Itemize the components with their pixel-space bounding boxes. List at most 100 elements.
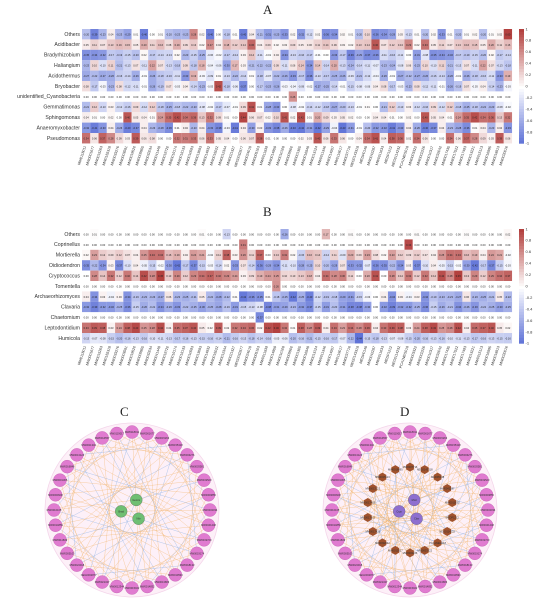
cell-value: -0.20 bbox=[340, 105, 346, 109]
heatmap-cell bbox=[82, 101, 91, 113]
heatmap-cell bbox=[156, 70, 165, 82]
heatmap-cell bbox=[313, 91, 322, 102]
network-edge bbox=[354, 494, 487, 566]
cell-value: 0.25 bbox=[439, 326, 445, 330]
node-label: MW0041448 bbox=[201, 523, 216, 527]
network-edge bbox=[453, 480, 483, 575]
heatmap-cell bbox=[363, 60, 372, 71]
heatmap-cell bbox=[90, 39, 99, 50]
cell-value: -0.23 bbox=[149, 126, 155, 130]
heatmap-cell bbox=[239, 239, 248, 250]
cell-value: 0.25 bbox=[274, 274, 280, 278]
heatmap-cell bbox=[371, 270, 380, 282]
heatmap-cell bbox=[404, 29, 413, 40]
cell-value: -0.03 bbox=[174, 84, 180, 88]
cell-value: 0.32 bbox=[208, 116, 214, 120]
heatmap-cell bbox=[131, 322, 140, 334]
cell-value: -0.28 bbox=[265, 105, 271, 109]
cell-value: -0.36 bbox=[125, 305, 131, 309]
colorbar-segment bbox=[519, 66, 524, 70]
heatmap-cell bbox=[189, 249, 198, 261]
node-label: MW0015022 bbox=[125, 586, 140, 590]
heatmap-cell bbox=[503, 133, 513, 144]
column-label: MW0015022 bbox=[209, 345, 219, 366]
cell-value: 0.00 bbox=[431, 232, 437, 236]
heatmap-cell bbox=[255, 301, 264, 313]
heatmap-cell bbox=[313, 249, 322, 261]
cell-value: -0.31 bbox=[414, 53, 420, 57]
cell-value: 0.12 bbox=[117, 274, 123, 278]
cell-value: 0.09 bbox=[406, 253, 412, 257]
heatmap-cell bbox=[412, 270, 422, 282]
cell-value: 0.00 bbox=[191, 95, 197, 99]
heatmap-cell bbox=[280, 29, 289, 40]
heatmap-cell bbox=[214, 133, 223, 144]
cell-value: 0.09 bbox=[216, 116, 222, 120]
heatmap-b: Others 0.00 0.01 0.00 0.00 0.00 0.00 0.00 0.00 0.… bbox=[34, 226, 533, 368]
heatmap-cell bbox=[321, 229, 331, 240]
cell-value: 0.00 bbox=[464, 95, 470, 99]
cell-value: -0.30 bbox=[249, 126, 255, 130]
cell-value: -0.33 bbox=[232, 264, 238, 268]
cell-value: 0.36 bbox=[489, 116, 495, 120]
heatmap-cell bbox=[263, 29, 273, 40]
cell-value: 0.05 bbox=[431, 43, 437, 47]
cell-value: 0.03 bbox=[406, 326, 412, 330]
cell-value: 0.03 bbox=[282, 43, 288, 47]
cell-value: 0.32 bbox=[423, 274, 429, 278]
heatmap-cell bbox=[330, 281, 339, 292]
cell-value: -0.15 bbox=[133, 305, 139, 309]
colorbar-segment bbox=[519, 283, 524, 287]
network-edge bbox=[354, 454, 487, 526]
colorbar-segment bbox=[519, 100, 524, 104]
node-label: MW0011633 bbox=[445, 501, 460, 505]
heatmap-cell bbox=[255, 29, 264, 40]
cell-value: 0.00 bbox=[117, 316, 123, 320]
cell-value: 0.09 bbox=[290, 43, 296, 47]
cell-value: 0.12 bbox=[92, 105, 98, 109]
cell-value: -0.25 bbox=[505, 305, 511, 309]
heatmap-cell bbox=[387, 333, 397, 344]
heatmap-cell bbox=[437, 122, 446, 134]
heatmap-cell bbox=[330, 333, 339, 344]
cell-value: 0.00 bbox=[117, 243, 123, 247]
cell-value: 0.10 bbox=[423, 64, 429, 68]
colorbar-segment bbox=[519, 63, 524, 67]
cell-value: -0.22 bbox=[182, 105, 188, 109]
colorbar-tick-label: -0.4 bbox=[526, 306, 534, 311]
heatmap-cell bbox=[412, 229, 422, 240]
heatmap-cell bbox=[297, 29, 306, 40]
heatmap-cell bbox=[437, 133, 446, 144]
heatmap-cell bbox=[487, 301, 496, 313]
cell-value: -0.18 bbox=[505, 64, 511, 68]
network-edge bbox=[76, 494, 209, 566]
cell-value: 0.00 bbox=[249, 243, 255, 247]
heatmap-cell bbox=[148, 49, 157, 61]
heatmap-cell bbox=[172, 270, 182, 282]
heatmap-cell bbox=[156, 249, 165, 261]
cell-value: 0.00 bbox=[414, 284, 420, 288]
cell-value: 0.00 bbox=[150, 32, 156, 36]
cell-value: 0.02 bbox=[406, 136, 412, 140]
cell-value: 0.00 bbox=[249, 232, 255, 236]
colorbar-segment bbox=[519, 31, 524, 36]
heatmap-cell bbox=[280, 91, 289, 102]
cell-value: 0.00 bbox=[125, 232, 131, 236]
network-edge bbox=[380, 437, 475, 554]
heatmap-cell bbox=[354, 49, 364, 61]
heatmap-cell bbox=[272, 91, 281, 102]
network-edge bbox=[102, 437, 197, 467]
heatmap-cell bbox=[429, 281, 438, 292]
heatmap-cell bbox=[197, 249, 207, 261]
cell-value: -0.14 bbox=[488, 84, 494, 88]
colorbar-tick-label: 0.8 bbox=[526, 38, 532, 43]
heatmap-cell bbox=[247, 49, 256, 61]
heatmap-cell bbox=[495, 39, 504, 50]
cell-value: 0.00 bbox=[175, 232, 181, 236]
cell-value: 0.16 bbox=[307, 253, 313, 257]
heatmap-cell bbox=[222, 112, 231, 123]
cell-value: 0.24 bbox=[232, 274, 238, 278]
network-edge bbox=[59, 479, 209, 495]
heatmap-cell bbox=[503, 60, 513, 71]
heatmap-cell bbox=[379, 39, 389, 50]
